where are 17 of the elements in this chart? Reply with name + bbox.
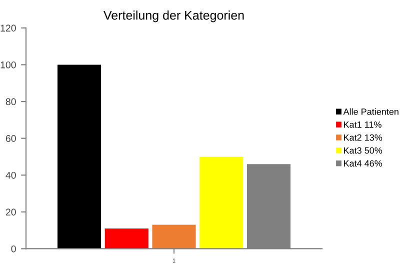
chart-title: Verteilung der Kategorien <box>104 10 244 22</box>
bar <box>57 64 102 249</box>
legend-label: Kat2 13% <box>344 134 382 141</box>
y-tick-label: 40 <box>6 172 16 179</box>
bar <box>200 156 244 249</box>
y-tick-label: 80 <box>6 98 16 106</box>
legend-label: Kat1 11% <box>344 121 382 128</box>
legend-label: Kat4 46% <box>344 160 382 167</box>
legend-label: Alle Patienten <box>343 108 398 115</box>
y-tick-label: 120 <box>0 24 16 32</box>
y-tick-label: 0 <box>11 245 16 252</box>
y-tick-label: 100 <box>0 61 16 68</box>
bar <box>104 228 148 249</box>
bar <box>152 224 196 249</box>
y-tick-label: 20 <box>6 208 16 216</box>
y-tick-label: 60 <box>6 135 16 142</box>
legend-label: Kat3 50% <box>344 147 382 154</box>
